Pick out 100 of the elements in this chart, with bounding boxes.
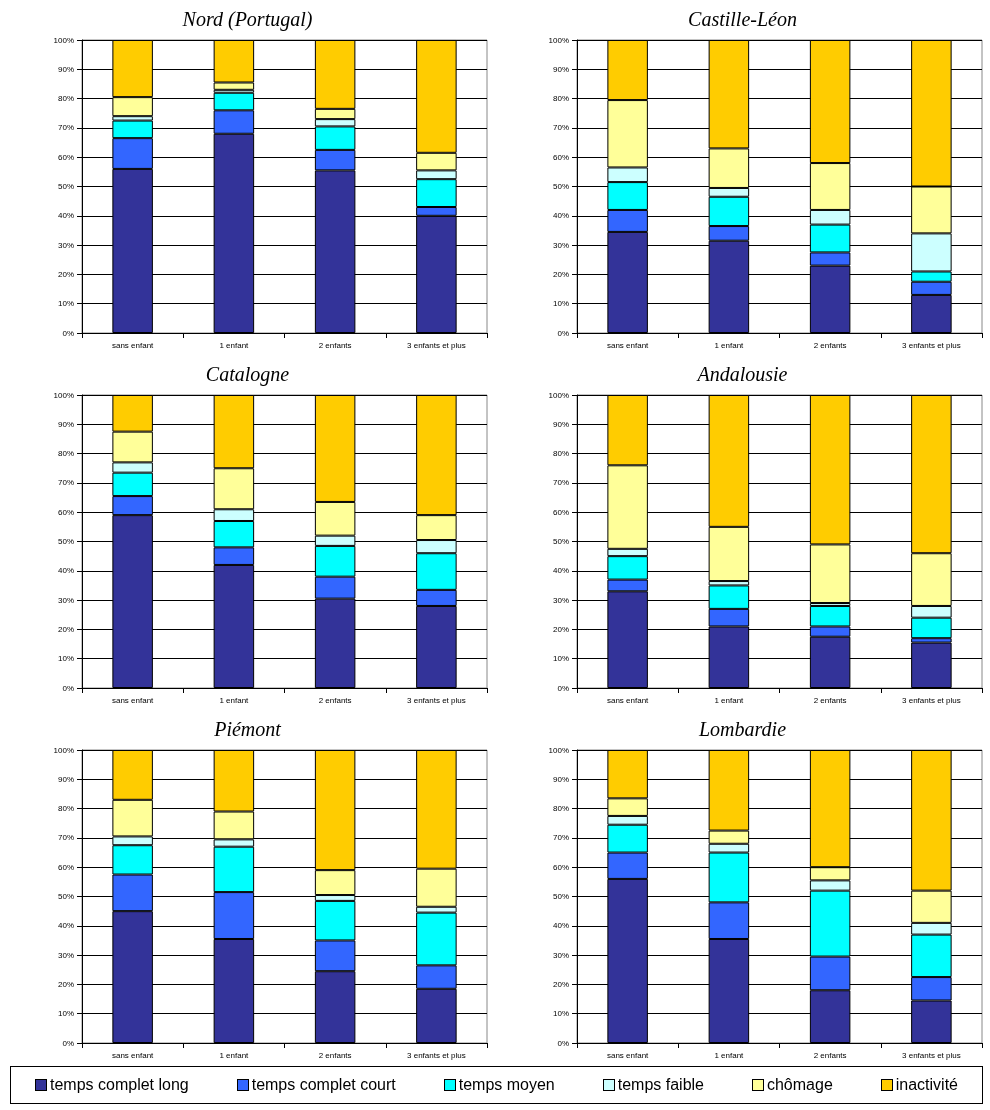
x-tick-label: sans enfant bbox=[606, 340, 650, 350]
y-tick-label: 20% bbox=[57, 979, 74, 989]
x-tick-label: sans enfant bbox=[606, 1050, 650, 1060]
y-tick-label: 100% bbox=[53, 390, 74, 400]
y-tick-label: 60% bbox=[57, 862, 74, 872]
y-tick-label: 40% bbox=[57, 566, 74, 576]
y-tick-label: 30% bbox=[57, 950, 74, 960]
y-tick-label: 0% bbox=[557, 328, 569, 338]
legend-label: inactivité bbox=[895, 1076, 959, 1094]
y-tick-label: 50% bbox=[552, 537, 569, 546]
y-tick-label: 40% bbox=[57, 211, 74, 221]
x-tick-label: 1 enfant bbox=[219, 695, 250, 705]
y-tick-label: 90% bbox=[57, 774, 74, 784]
x-tick-label: 2 enfants bbox=[813, 340, 847, 350]
y-tick-label: 90% bbox=[57, 419, 74, 429]
legend-label: temps complet court bbox=[251, 1076, 396, 1094]
chart-title: Castille-Léon bbox=[688, 8, 797, 30]
y-tick-label: 70% bbox=[57, 833, 74, 843]
y-tick-label: 20% bbox=[552, 979, 569, 989]
legend-label: temps complet long bbox=[49, 1076, 189, 1094]
x-tick-label: sans enfant bbox=[111, 340, 155, 350]
x-tick-label: 3 enfants et plus bbox=[407, 1050, 466, 1060]
x-tick-label: 3 enfants et plus bbox=[902, 1050, 961, 1060]
y-tick-label: 80% bbox=[57, 449, 74, 459]
y-tick-label: 100% bbox=[548, 35, 569, 45]
y-tick-label: 60% bbox=[552, 862, 569, 872]
y-tick-label: 60% bbox=[552, 152, 569, 162]
chart-title: Lombardie bbox=[697, 718, 787, 740]
x-tick-label: 2 enfants bbox=[318, 695, 352, 705]
y-tick-label: 90% bbox=[552, 64, 569, 74]
y-tick-label: 10% bbox=[57, 654, 74, 664]
y-tick-label: 40% bbox=[552, 211, 569, 221]
x-tick-label: sans enfant bbox=[606, 695, 650, 705]
x-tick-label: 1 enfant bbox=[714, 695, 745, 705]
y-tick-label: 60% bbox=[552, 507, 569, 517]
y-tick-label: 90% bbox=[552, 774, 569, 784]
y-tick-label: 30% bbox=[57, 240, 74, 250]
x-tick-label: sans enfant bbox=[111, 695, 155, 705]
y-tick-label: 80% bbox=[57, 804, 74, 814]
y-tick-label: 20% bbox=[552, 624, 569, 634]
y-tick-label: 80% bbox=[552, 94, 569, 104]
y-tick-label: 0% bbox=[62, 683, 74, 693]
y-tick-label: 0% bbox=[557, 683, 569, 693]
y-tick-label: 70% bbox=[552, 833, 569, 843]
y-tick-label: 50% bbox=[552, 182, 569, 191]
y-tick-label: 100% bbox=[53, 35, 74, 45]
y-tick-label: 50% bbox=[57, 537, 74, 546]
x-tick-label: 3 enfants et plus bbox=[902, 695, 961, 705]
y-tick-label: 10% bbox=[552, 1009, 569, 1019]
y-tick-label: 40% bbox=[57, 921, 74, 931]
x-tick-label: sans enfant bbox=[111, 1050, 155, 1060]
y-tick-label: 100% bbox=[548, 390, 569, 400]
y-tick-label: 50% bbox=[57, 182, 74, 191]
x-tick-label: 2 enfants bbox=[813, 1050, 847, 1060]
y-tick-label: 20% bbox=[57, 624, 74, 634]
y-tick-label: 70% bbox=[57, 123, 74, 133]
y-tick-label: 10% bbox=[552, 654, 569, 664]
y-tick-label: 80% bbox=[57, 94, 74, 104]
y-tick-label: 100% bbox=[53, 745, 74, 755]
y-tick-label: 10% bbox=[552, 299, 569, 309]
y-tick-label: 70% bbox=[57, 478, 74, 488]
x-tick-label: 3 enfants et plus bbox=[407, 695, 466, 705]
y-tick-label: 80% bbox=[552, 449, 569, 459]
chart-title: Catalogne bbox=[205, 363, 290, 386]
chart-title: Piémont bbox=[213, 718, 282, 740]
x-tick-label: 3 enfants et plus bbox=[902, 340, 961, 350]
x-tick-label: 1 enfant bbox=[714, 340, 745, 350]
x-tick-label: 1 enfant bbox=[714, 1050, 745, 1060]
y-tick-label: 10% bbox=[57, 1009, 74, 1019]
x-tick-label: 1 enfant bbox=[219, 1050, 250, 1060]
y-tick-label: 40% bbox=[552, 921, 569, 931]
y-tick-label: 90% bbox=[57, 64, 74, 74]
y-tick-label: 50% bbox=[552, 892, 569, 901]
y-tick-label: 70% bbox=[552, 478, 569, 488]
y-tick-label: 80% bbox=[552, 804, 569, 814]
chart-title: Andalousie bbox=[695, 363, 788, 385]
chart-title: Nord (Portugal) bbox=[181, 8, 313, 31]
x-tick-label: 2 enfants bbox=[318, 340, 352, 350]
x-tick-label: 2 enfants bbox=[318, 1050, 352, 1060]
y-tick-label: 100% bbox=[548, 745, 569, 755]
y-tick-label: 0% bbox=[62, 1038, 74, 1048]
y-tick-label: 30% bbox=[552, 595, 569, 605]
legend-label: chômage bbox=[766, 1076, 833, 1094]
y-tick-label: 0% bbox=[557, 1038, 569, 1048]
y-tick-label: 90% bbox=[552, 419, 569, 429]
y-tick-label: 70% bbox=[552, 123, 569, 133]
y-tick-label: 60% bbox=[57, 152, 74, 162]
y-tick-label: 10% bbox=[57, 299, 74, 309]
y-tick-label: 40% bbox=[552, 566, 569, 576]
x-tick-label: 2 enfants bbox=[813, 695, 847, 705]
y-tick-label: 30% bbox=[552, 240, 569, 250]
y-tick-label: 30% bbox=[552, 950, 569, 960]
y-tick-label: 60% bbox=[57, 507, 74, 517]
y-tick-label: 30% bbox=[57, 595, 74, 605]
legend-label: temps faible bbox=[617, 1076, 704, 1094]
x-tick-label: 1 enfant bbox=[219, 340, 250, 350]
y-tick-label: 0% bbox=[62, 328, 74, 338]
y-tick-label: 20% bbox=[552, 269, 569, 279]
x-tick-label: 3 enfants et plus bbox=[407, 340, 466, 350]
legend-label: temps moyen bbox=[458, 1076, 555, 1094]
